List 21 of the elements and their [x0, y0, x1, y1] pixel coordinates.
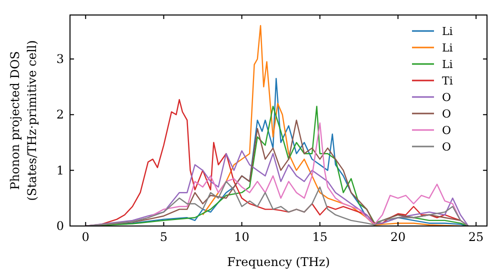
- legend-label: Li: [442, 42, 454, 54]
- x-axis-title: Frequency (THz): [227, 255, 330, 269]
- legend-label: O: [442, 108, 452, 120]
- legend-label: Li: [442, 25, 454, 38]
- legend-label: Ti: [442, 74, 454, 88]
- x-tick-label: 15: [312, 230, 328, 244]
- y-tick-label: 2: [56, 108, 64, 122]
- line-series: [85, 180, 469, 226]
- x-tick-label: 0: [82, 230, 90, 244]
- legend-label: O: [442, 91, 452, 104]
- y-tick-label: 3: [56, 52, 64, 66]
- legend-label: O: [442, 124, 452, 137]
- x-tick-label: 10: [234, 230, 250, 244]
- y-tick-label: 0: [56, 219, 64, 233]
- x-tick-label: 20: [390, 230, 406, 244]
- y-tick-label: 1: [56, 163, 64, 178]
- legend-label: Li: [442, 58, 454, 71]
- x-tick-label: 5: [160, 230, 168, 244]
- y-axis-title: Phonon projected DOS (States/THz·primitive cell): [8, 40, 39, 201]
- x-tick-label: 25: [468, 230, 484, 244]
- legend-label: O: [442, 140, 452, 154]
